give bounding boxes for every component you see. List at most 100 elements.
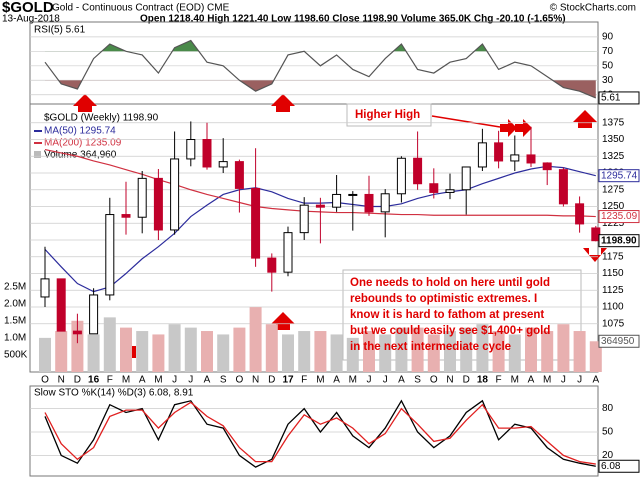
arrow [73,94,97,112]
y-tick-label: 1350 [602,134,625,145]
note-line [431,115,501,128]
y-tick-label: 30 [602,75,614,86]
y-tick-label: 500K [4,350,28,361]
candle-body [575,203,585,225]
note-box [346,103,432,127]
y-tick-label: 80 [602,403,614,414]
arrow [500,119,517,137]
candle-body [40,278,50,298]
volume-bar [217,334,230,372]
y-tick-label: 50 [602,427,614,438]
sto-line [44,401,596,465]
y-tick-label: 70 [602,46,614,57]
volume-bar [298,331,311,372]
candle-body [56,278,66,332]
y-tick-label: 1275 [602,184,625,195]
x-tick-label: D [74,375,81,386]
x-tick-label: J [577,375,582,386]
y-tick-label: 1100 [602,302,624,313]
value-box [598,210,640,224]
candle-body [542,162,552,171]
y-tick-label: 20 [602,450,614,461]
candle-body [283,232,293,273]
note: One needs to hold on here until gold [350,277,550,289]
sto-frame [29,385,599,477]
candle-body [429,183,439,193]
candle-body [267,257,277,273]
x-tick-label: M [349,375,357,386]
y-tick-label: 1225 [602,218,625,229]
x-tick-label: S [414,375,421,386]
volume-bar [168,324,181,372]
x-tick-label: J [188,375,193,386]
candle-body [413,157,423,185]
value-label: 364950 [601,336,635,347]
oversold-area [45,80,596,98]
x-tick-label: A [592,375,599,386]
value-box [598,234,640,248]
volume-bar [573,331,586,372]
volume-bar [525,327,537,372]
note: but we could easily see $1,400+ gold [350,325,550,337]
x-tick-label: A [204,375,211,386]
value-label: 1235.09 [601,211,638,222]
y-tick-label: 1125 [602,285,624,296]
volume-bar [152,334,165,372]
x-tick-label: D [463,375,470,386]
y-tick-label: 1.0M [4,333,26,344]
x-tick-label: N [446,375,453,386]
candle-body [105,214,115,296]
legend-swatch [34,151,41,158]
volume-bar [492,331,505,372]
x-tick-label: J [172,375,177,386]
symbol: $GOLD [2,0,54,16]
x-tick-label: J [367,375,372,386]
x-tick-label: N [252,375,259,386]
arrow [271,94,295,112]
x-tick-label: J [383,375,388,386]
y-tick-label: 2.0M [4,298,26,309]
x-tick-label: 16 [88,375,100,386]
value-label: 5.61 [601,93,621,104]
x-tick-label: A [528,375,535,386]
volume-bar [314,331,327,372]
x-tick-label: J [561,375,566,386]
x-tick-label: N [58,375,65,386]
x-tick-label: F [107,375,113,386]
y-tick-label: 90 [602,31,614,42]
rsi-line [44,39,597,99]
value-box [598,459,640,473]
x-tick-label: A [139,375,146,386]
volume-bar [460,327,473,372]
y-tick-label: 50 [602,60,614,71]
candle-body [380,193,390,213]
candle-body [186,139,196,160]
volume-bar [136,331,149,372]
candle-body [558,169,568,205]
sto-title: Slow STO %K(14) %D(3) 6.08, 8.91 [34,388,194,399]
x-tick-label: M [316,375,324,386]
value-label: 1295.74 [601,170,638,181]
candle-body [202,139,212,168]
volume-bar [282,334,294,372]
candle-body [526,154,536,164]
volume-bar [476,324,489,372]
value-label: 1198.90 [601,235,637,246]
candle-body [332,193,342,208]
candle-body [445,189,455,193]
volume-bar [39,337,51,372]
candle-body [396,157,406,195]
candle-body [251,187,261,259]
x-tick-label: O [236,375,244,386]
value-label: 6.08 [601,461,621,472]
x-tick-label: S [220,375,227,386]
volume-bar [265,324,278,372]
candle-body [153,177,163,231]
volume-bar [444,331,456,372]
volume-bar [330,334,343,372]
x-tick-label: M [543,375,551,386]
volume-bar [379,334,392,372]
note: know it is hard to fathom at present [350,309,544,321]
x-tick-label: M [511,375,519,386]
volume-bar [120,327,132,372]
